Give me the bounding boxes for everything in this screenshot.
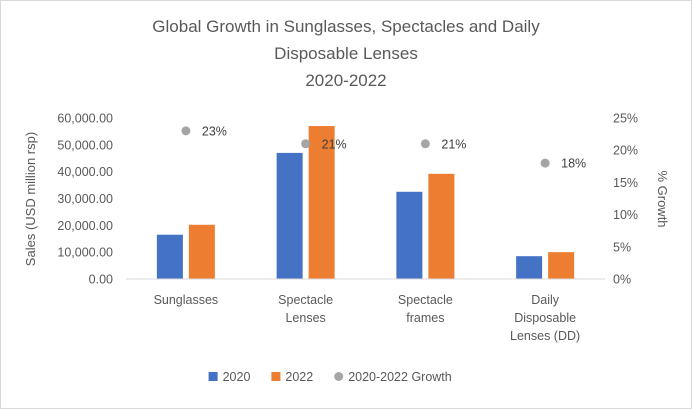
chart-title-line: 2020-2022 [305, 71, 386, 90]
growth-points-group: 23% 21% 21% 18% [181, 124, 586, 171]
y-axis-left-tick-label: 20,000.00 [57, 219, 113, 233]
category-label: frames [406, 311, 444, 325]
chart-title-line: Disposable Lenses [274, 44, 418, 63]
category-labels: Sunglasses Spectacle Lenses Spectacle frames… [154, 293, 581, 343]
y-axis-right-label: % Growth [655, 170, 670, 227]
growth-point [181, 126, 191, 136]
bar-2020 [156, 234, 183, 279]
growth-point [420, 139, 430, 149]
chart-title: Global Growth in Sunglasses, Spectacles … [152, 17, 540, 90]
legend-marker-growth [334, 372, 344, 381]
category-label: Sunglasses [154, 293, 219, 307]
growth-data-label: 21% [322, 137, 347, 151]
bar-2022 [308, 126, 335, 279]
category-label: Daily [531, 293, 560, 307]
category-label: Lenses [285, 311, 325, 325]
legend: 2020 2022 2020-2022 Growth [208, 370, 452, 384]
y-axis-left-tick-label: 40,000.00 [57, 165, 113, 179]
y-axis-left-tick-label: 50,000.00 [57, 138, 113, 152]
growth-data-label: 21% [441, 137, 466, 151]
y-axis-right-tick-label: 5% [613, 240, 631, 254]
growth-point [301, 139, 311, 149]
bar-2020 [276, 152, 303, 279]
bar-2020 [396, 191, 423, 279]
bar-2022 [428, 173, 455, 279]
growth-data-label: 18% [561, 157, 586, 171]
bar-2022 [548, 252, 575, 279]
bars-group [156, 126, 575, 279]
y-axis-right-tick-label: 15% [613, 176, 638, 190]
legend-marker-2022 [271, 372, 281, 381]
category-label: Disposable [514, 311, 576, 325]
y-axis-right-tick-label: 10% [613, 208, 638, 222]
legend-label: 2020-2022 Growth [348, 370, 452, 384]
category-label: Spectacle [278, 293, 333, 307]
legend-marker-2020 [208, 372, 218, 381]
y-axis-right-tick-label: 25% [613, 112, 638, 126]
growth-point [540, 158, 550, 168]
growth-data-label: 23% [202, 124, 227, 138]
category-label: Spectacle [398, 293, 453, 307]
y-axis-left-tick-label: 60,000.00 [57, 112, 113, 126]
y-axis-left-tick-label: 0.00 [89, 273, 113, 287]
chart-title-line: Global Growth in Sunglasses, Spectacles … [152, 17, 540, 36]
bar-2022 [188, 224, 215, 279]
bar-2020 [516, 256, 543, 279]
y-axis-left-tick-label: 10,000.00 [57, 246, 113, 260]
y-axis-right-tick-label: 20% [613, 144, 638, 158]
legend-label: 2022 [285, 370, 313, 384]
y-axis-left-label: Sales (USD million rsp) [23, 132, 38, 266]
legend-label: 2020 [223, 370, 251, 384]
category-label: Lenses (DD) [510, 329, 580, 343]
y-axis-left-ticks: 0.00 10,000.00 20,000.00 30,000.00 40,000.00… [57, 112, 113, 287]
y-axis-right-tick-label: 0% [613, 273, 631, 287]
y-axis-right-ticks: 0% 5% 10% 15% 20% 25% [613, 112, 638, 287]
y-axis-left-tick-label: 30,000.00 [57, 192, 113, 206]
